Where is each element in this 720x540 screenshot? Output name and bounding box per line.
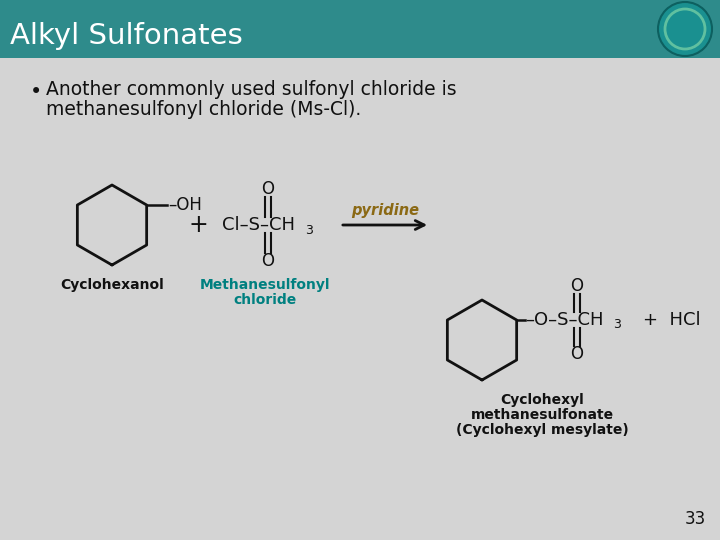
Text: •: •: [30, 82, 42, 102]
Text: Another commonly used sulfonyl chloride is: Another commonly used sulfonyl chloride …: [46, 80, 456, 99]
Text: 3: 3: [305, 224, 313, 237]
Text: –OH: –OH: [168, 196, 202, 214]
Text: +  HCl: + HCl: [643, 311, 701, 329]
Text: Methanesulfonyl: Methanesulfonyl: [199, 278, 330, 292]
Text: methanesulfonyl chloride (Ms-Cl).: methanesulfonyl chloride (Ms-Cl).: [46, 100, 361, 119]
Text: Cyclohexanol: Cyclohexanol: [60, 278, 164, 292]
Text: Cyclohexyl: Cyclohexyl: [500, 393, 584, 407]
Text: 33: 33: [685, 510, 706, 528]
Circle shape: [658, 2, 712, 56]
Text: +: +: [188, 213, 208, 237]
Text: O: O: [570, 277, 583, 295]
Text: O: O: [570, 345, 583, 363]
Text: O: O: [261, 252, 274, 270]
Text: 3: 3: [613, 319, 621, 332]
Text: Cl–S–CH: Cl–S–CH: [222, 216, 295, 234]
Text: pyridine: pyridine: [351, 204, 419, 219]
Text: O: O: [261, 180, 274, 198]
Text: (Cyclohexyl mesylate): (Cyclohexyl mesylate): [456, 423, 629, 437]
Text: –O–S–CH: –O–S–CH: [525, 311, 603, 329]
Bar: [0, 0, 720, 58]
Text: Alkyl Sulfonates: Alkyl Sulfonates: [10, 22, 243, 50]
Text: chloride: chloride: [233, 293, 297, 307]
Text: methanesulfonate: methanesulfonate: [470, 408, 613, 422]
